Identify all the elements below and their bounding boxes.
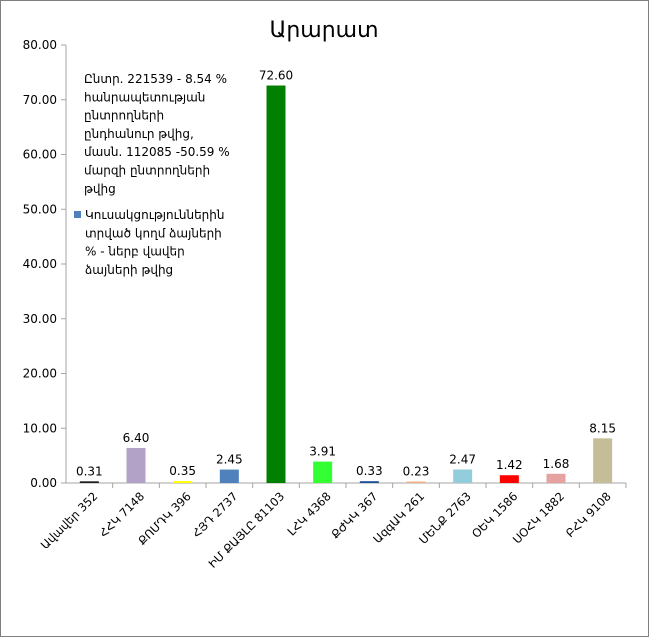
bars (79, 85, 627, 488)
annotation-line: մարզի ընտրողների (84, 164, 210, 178)
bar (593, 438, 613, 483)
voters-annotation: Ընտր. 221539 - 8.54 % հանրապետության ընտրո… (84, 72, 230, 196)
bar-value-label: 6.40 (123, 431, 150, 445)
y-tick-label: 0.00 (30, 476, 57, 490)
y-tick-label: 70.00 (23, 93, 57, 107)
bar-value-label: 3.91 (309, 445, 336, 459)
annotation-line: թվից (84, 182, 116, 196)
bar (266, 85, 286, 483)
annotation-line: հանրապետության (84, 90, 205, 104)
bar (219, 469, 239, 483)
legend-label: Կուսակցություններին (85, 208, 225, 222)
annotation-line: ընդհանուր թվից, (84, 127, 194, 141)
bar-value-label: 8.15 (589, 421, 616, 435)
bar-value-label: 0.23 (403, 465, 430, 479)
bar (79, 481, 99, 483)
bar-value-label: 0.35 (169, 464, 196, 478)
legend-swatch (74, 211, 81, 218)
bar-value-label: 1.42 (496, 458, 523, 472)
value-labels: 0.31 6.40 0.35 2.45 72.60 3.91 0.33 0.23 2.47 1.4… (76, 69, 616, 479)
legend-label: ձայների թվից (85, 263, 173, 277)
y-tick-label: 20.00 (23, 367, 57, 381)
y-tick-label: 10.00 (23, 421, 57, 435)
legend: Կուսակցություններին տրված կողմ ձայների % -… (74, 208, 225, 277)
annotation-line: մասն. 112085 -50.59 % (84, 145, 230, 159)
bar (126, 447, 146, 483)
bar (173, 481, 193, 483)
bar-value-label: 2.47 (449, 452, 476, 466)
bar-value-label: 0.33 (356, 464, 383, 478)
annotation-line: Ընտր. 221539 - 8.54 % (84, 72, 227, 86)
category-label: Ավավեր 352 (38, 489, 101, 552)
bar (453, 469, 473, 483)
bar (546, 473, 566, 483)
annotation-line: ընտրողների (84, 109, 164, 123)
bar-value-label: 1.68 (543, 457, 570, 471)
bar (499, 475, 519, 483)
bar-value-label: 2.45 (216, 453, 243, 467)
category-label: ԼՀԿ 4368 (285, 489, 334, 538)
y-tick-label: 30.00 (23, 312, 57, 326)
y-tick-label: 40.00 (23, 257, 57, 271)
y-tick-label: 50.00 (23, 202, 57, 216)
bar-value-label: 0.31 (76, 464, 103, 478)
legend-label: % - ներբ վավեր (85, 245, 185, 259)
category-label: ԲՀԿ 9108 (563, 489, 614, 540)
bar-value-label: 72.60 (259, 69, 293, 83)
legend-label: տրված կողմ ձայների (85, 226, 222, 240)
y-tick-label: 60.00 (23, 148, 57, 162)
bar (359, 481, 379, 483)
y-tick-label: 80.00 (23, 38, 57, 52)
bar (313, 461, 333, 483)
chart-title: Արարատ (269, 18, 378, 43)
bar (406, 481, 426, 483)
